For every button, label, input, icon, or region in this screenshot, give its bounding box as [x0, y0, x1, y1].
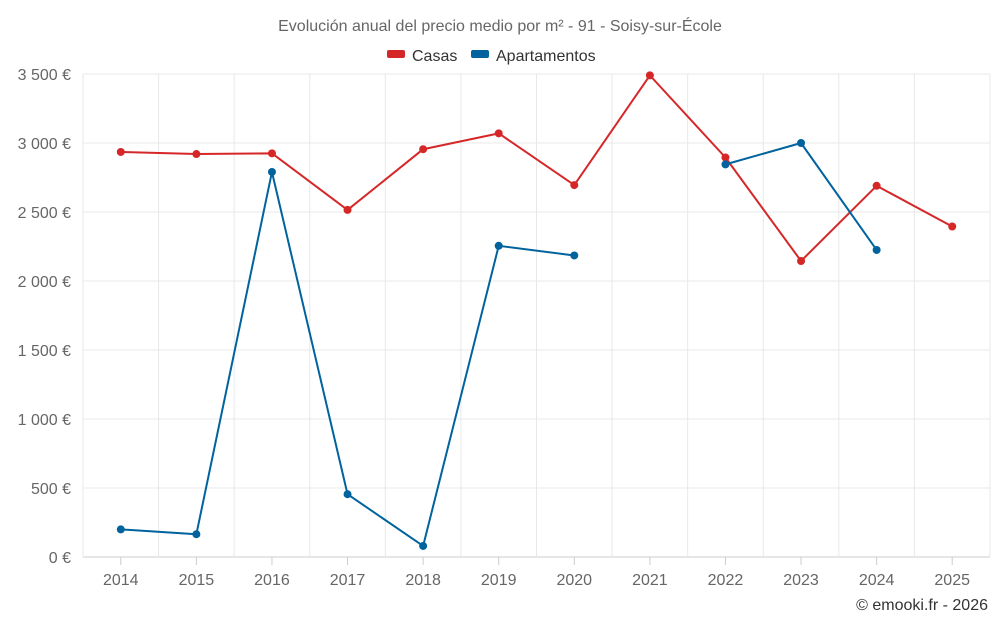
x-tick-label: 2023 — [783, 572, 819, 589]
grid — [82, 73, 991, 558]
y-tick-label: 2 500 € — [18, 205, 71, 222]
data-point-apartamentos[interactable] — [419, 541, 428, 550]
series-apartamentos — [116, 139, 881, 550]
legend-item-apartamentos[interactable]: Apartamentos — [471, 48, 596, 65]
x-tick-label: 2018 — [405, 572, 441, 589]
x-tick-label: 2025 — [934, 572, 970, 589]
data-point-casas[interactable] — [721, 153, 730, 162]
x-tick-label: 2017 — [330, 572, 366, 589]
data-point-casas[interactable] — [797, 256, 806, 265]
series-line-apartamentos — [120, 170, 575, 547]
series-casas — [116, 71, 957, 265]
data-point-apartamentos[interactable] — [570, 251, 579, 260]
x-tick-label: 2016 — [254, 572, 290, 589]
x-tick-label: 2020 — [556, 572, 592, 589]
legend: Casas Apartamentos — [387, 48, 596, 65]
x-tick-label: 2024 — [859, 572, 895, 589]
data-point-apartamentos[interactable] — [872, 245, 881, 254]
series — [116, 71, 957, 550]
y-tick-label: 2 000 € — [18, 274, 71, 291]
x-tick-label: 2021 — [632, 572, 668, 589]
series-line-casas — [120, 74, 953, 262]
data-point-apartamentos[interactable] — [192, 530, 201, 539]
data-point-casas[interactable] — [267, 149, 276, 158]
y-tick-label: 3 000 € — [18, 136, 71, 153]
legend-label-apartamentos: Apartamentos — [496, 48, 596, 65]
y-tick-label: 500 € — [31, 481, 71, 498]
data-point-casas[interactable] — [343, 205, 352, 214]
data-point-apartamentos[interactable] — [721, 160, 730, 169]
data-point-casas[interactable] — [645, 71, 654, 80]
chart-title: Evolución anual del precio medio por m² … — [278, 16, 722, 35]
credit-text: © emooki.fr - 2026 — [856, 597, 988, 614]
y-tick-label: 3 500 € — [18, 67, 71, 84]
data-point-casas[interactable] — [192, 150, 201, 159]
legend-swatch-casas — [387, 50, 405, 58]
y-tick-label: 1 000 € — [18, 412, 71, 429]
data-point-casas[interactable] — [570, 181, 579, 190]
series-line-apartamentos — [725, 142, 878, 251]
data-point-casas[interactable] — [419, 145, 428, 154]
y-axis-ticks: 0 € 500 € 1 000 € 1 500 € 2 000 € 2 500 € 3 00… — [18, 67, 71, 567]
data-point-apartamentos[interactable] — [494, 241, 503, 250]
data-point-casas[interactable] — [494, 129, 503, 138]
x-tick-label: 2014 — [103, 572, 139, 589]
x-tick-label: 2022 — [708, 572, 744, 589]
y-tick-label: 1 500 € — [18, 343, 71, 360]
x-axis-ticks: 2014 2015 2016 2017 2018 2019 2020 2021 2022 2023… — [103, 557, 970, 589]
data-point-apartamentos[interactable] — [343, 490, 352, 499]
data-point-apartamentos[interactable] — [116, 525, 125, 534]
data-point-apartamentos[interactable] — [267, 167, 276, 176]
data-point-casas[interactable] — [116, 147, 125, 156]
data-point-casas[interactable] — [948, 222, 957, 231]
legend-item-casas[interactable]: Casas — [387, 48, 457, 65]
x-tick-label: 2015 — [179, 572, 215, 589]
y-tick-label: 0 € — [49, 550, 71, 567]
data-point-apartamentos[interactable] — [797, 139, 806, 147]
legend-swatch-apartamentos — [471, 50, 489, 58]
data-point-casas[interactable] — [872, 181, 881, 190]
x-tick-label: 2019 — [481, 572, 517, 589]
legend-label-casas: Casas — [412, 48, 457, 65]
